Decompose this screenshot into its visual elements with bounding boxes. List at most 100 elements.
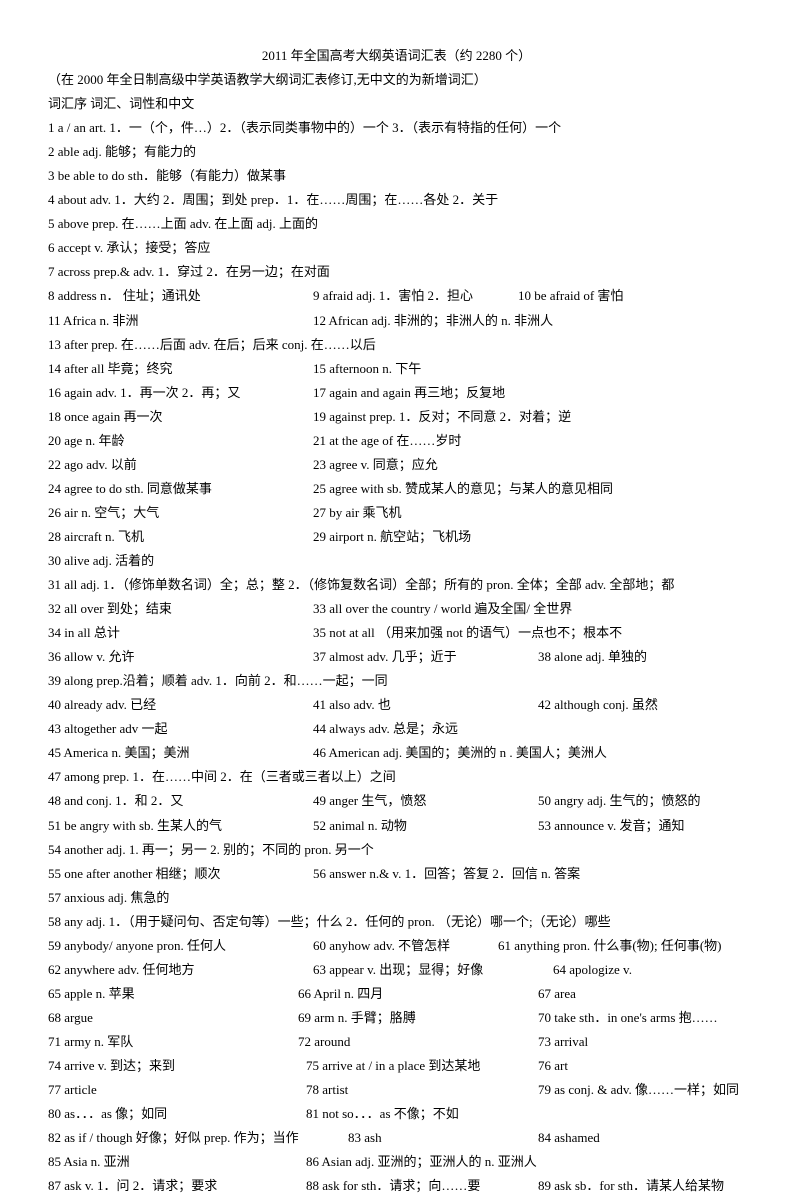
vocab-entry: 18 once again 再一次 [48,405,313,429]
vocab-entry: 41 also adv. 也 [313,693,538,717]
vocab-line: 4 about adv. 1．大约 2．周围；到处 prep．1．在……周围；在… [48,188,745,212]
vocab-line: 59 anybody/ anyone pron. 任何人60 anyhow ad… [48,934,745,958]
vocab-line: 65 apple n. 苹果66 April n. 四月67 area [48,982,745,1006]
vocab-entry: 2 able adj. 能够；有能力的 [48,140,196,164]
vocab-entry: 28 aircraft n. 飞机 [48,525,313,549]
vocab-line: 58 any adj. 1．（用于疑问句、否定句等）一些；什么 2．任何的 pr… [48,910,745,934]
vocab-line: 31 all adj. 1．（修饰单数名词）全；总；整 2．（修饰复数名词）全部… [48,573,745,597]
vocab-line: 39 along prep.沿着；顺着 adv. 1．向前 2．和……一起；一同 [48,669,745,693]
vocab-entry: 13 after prep. 在……后面 adv. 在后；后来 conj. 在…… [48,333,376,357]
vocabulary-list: 1 a / an art. 1．一（个，件…）2．（表示同类事物中的）一个 3．… [48,116,745,1198]
vocab-entry: 89 ask sb．for sth．请某人给某物 [538,1174,724,1198]
vocab-entry: 20 age n. 年龄 [48,429,313,453]
vocab-line: 18 once again 再一次19 against prep. 1．反对；不… [48,405,745,429]
vocab-entry: 86 Asian adj. 亚洲的；亚洲人的 n. 亚洲人 [306,1150,537,1174]
vocab-line: 24 agree to do sth. 同意做某事25 agree with s… [48,477,745,501]
vocab-line: 20 age n. 年龄21 at the age of 在……岁时 [48,429,745,453]
vocab-entry: 23 agree v. 同意；应允 [313,453,438,477]
vocab-entry: 76 art [538,1054,568,1078]
vocab-line: 6 accept v. 承认；接受；答应 [48,236,745,260]
vocab-line: 51 be angry with sb. 生某人的气52 animal n. 动… [48,814,745,838]
vocab-entry: 10 be afraid of 害怕 [518,284,623,308]
vocab-entry: 16 again adv. 1．再一次 2．再；又 [48,381,313,405]
vocab-entry: 69 arm n. 手臂；胳膊 [298,1006,538,1030]
vocab-line: 28 aircraft n. 飞机29 airport n. 航空站；飞机场 [48,525,745,549]
vocab-entry: 15 afternoon n. 下午 [313,357,421,381]
vocab-entry: 42 although conj. 虽然 [538,693,658,717]
vocab-entry: 72 around [298,1030,538,1054]
vocab-entry: 36 allow v. 允许 [48,645,313,669]
vocab-entry: 66 April n. 四月 [298,982,538,1006]
vocab-line: 14 after all 毕竟；终究15 afternoon n. 下午 [48,357,745,381]
vocab-entry: 56 answer n.& v. 1．回答；答复 2．回信 n. 答案 [313,862,580,886]
vocab-entry: 6 accept v. 承认；接受；答应 [48,236,210,260]
vocab-entry: 82 as if / though 好像；好似 prep. 作为；当作 [48,1126,348,1150]
vocab-entry: 39 along prep.沿着；顺着 adv. 1．向前 2．和……一起；一同 [48,669,388,693]
vocab-entry: 61 anything pron. 什么事(物); 任何事(物) [498,934,722,958]
vocab-entry: 51 be angry with sb. 生某人的气 [48,814,313,838]
vocab-entry: 53 announce v. 发音；通知 [538,814,684,838]
vocab-line: 40 already adv. 已经41 also adv. 也42 altho… [48,693,745,717]
vocab-entry: 27 by air 乘飞机 [313,501,401,525]
vocab-entry: 74 arrive v. 到达；来到 [48,1054,306,1078]
vocab-entry: 25 agree with sb. 赞成某人的意见；与某人的意见相同 [313,477,613,501]
vocab-entry: 46 American adj. 美国的；美洲的 n . 美国人；美洲人 [313,741,607,765]
vocab-line: 87 ask v. 1．问 2．请求；要求88 ask for sth．请求；向… [48,1174,745,1198]
vocab-entry: 4 about adv. 1．大约 2．周围；到处 prep．1．在……周围；在… [48,188,498,212]
vocab-entry: 17 again and again 再三地；反复地 [313,381,505,405]
vocab-entry: 48 and conj. 1．和 2．又 [48,789,313,813]
vocab-entry: 33 all over the country / world 遍及全国/ 全世… [313,597,572,621]
vocab-entry: 88 ask for sth．请求；向……要 [306,1174,538,1198]
vocab-entry: 26 air n. 空气；大气 [48,501,313,525]
vocab-entry: 83 ash [348,1126,538,1150]
vocab-line: 62 anywhere adv. 任何地方63 appear v. 出现；显得；… [48,958,745,982]
vocab-entry: 24 agree to do sth. 同意做某事 [48,477,313,501]
vocab-line: 7 across prep.& adv. 1．穿过 2．在另一边；在对面 [48,260,745,284]
vocab-line: 1 a / an art. 1．一（个，件…）2．（表示同类事物中的）一个 3．… [48,116,745,140]
vocab-entry: 11 Africa n. 非洲 [48,309,313,333]
vocab-entry: 38 alone adj. 单独的 [538,645,647,669]
vocab-entry: 40 already adv. 已经 [48,693,313,717]
vocab-entry: 79 as conj. & adv. 像……一样；如同 [538,1078,739,1102]
column-header: 词汇序 词汇、词性和中文 [48,92,745,116]
vocab-line: 5 above prep. 在……上面 adv. 在上面 adj. 上面的 [48,212,745,236]
vocab-entry: 7 across prep.& adv. 1．穿过 2．在另一边；在对面 [48,260,330,284]
vocab-entry: 68 argue [48,1006,298,1030]
vocab-entry: 35 not at all （用来加强 not 的语气）一点也不；根本不 [313,621,622,645]
vocab-entry: 3 be able to do sth．能够（有能力）做某事 [48,164,286,188]
vocab-line: 22 ago adv. 以前23 agree v. 同意；应允 [48,453,745,477]
vocab-entry: 80 as．．．as 像；如同 [48,1102,306,1126]
vocab-line: 34 in all 总计35 not at all （用来加强 not 的语气）… [48,621,745,645]
vocab-entry: 31 all adj. 1．（修饰单数名词）全；总；整 2．（修饰复数名词）全部… [48,573,674,597]
vocab-line: 55 one after another 相继；顺次56 answer n.& … [48,862,745,886]
vocab-line: 26 air n. 空气；大气27 by air 乘飞机 [48,501,745,525]
vocab-line: 13 after prep. 在……后面 adv. 在后；后来 conj. 在…… [48,333,745,357]
vocab-line: 43 altogether adv 一起44 always adv. 总是；永远 [48,717,745,741]
vocab-line: 47 among prep. 1．在……中间 2．在（三者或三者以上）之间 [48,765,745,789]
vocab-line: 77 article78 artist79 as conj. & adv. 像…… [48,1078,745,1102]
vocab-entry: 12 African adj. 非洲的；非洲人的 n. 非洲人 [313,309,553,333]
vocab-line: 3 be able to do sth．能够（有能力）做某事 [48,164,745,188]
vocab-line: 74 arrive v. 到达；来到75 arrive at / in a pl… [48,1054,745,1078]
vocab-line: 80 as．．．as 像；如同81 not so．．．as 不像；不如 [48,1102,745,1126]
vocab-entry: 64 apologize v. [553,958,632,982]
vocab-entry: 14 after all 毕竟；终究 [48,357,313,381]
vocab-entry: 60 anyhow adv. 不管怎样 [313,934,498,958]
vocab-entry: 22 ago adv. 以前 [48,453,313,477]
vocab-entry: 77 article [48,1078,306,1102]
vocab-line: 16 again adv. 1．再一次 2．再；又17 again and ag… [48,381,745,405]
vocab-line: 45 America n. 美国；美洲46 American adj. 美国的；… [48,741,745,765]
vocab-entry: 71 army n. 军队 [48,1030,298,1054]
vocab-entry: 75 arrive at / in a place 到达某地 [306,1054,538,1078]
vocab-entry: 49 anger 生气，愤怒 [313,789,538,813]
vocab-entry: 1 a / an art. 1．一（个，件…）2．（表示同类事物中的）一个 3．… [48,116,561,140]
vocab-line: 30 alive adj. 活着的 [48,549,745,573]
vocab-entry: 54 another adj. 1. 再一；另一 2. 别的；不同的 pron.… [48,838,374,862]
vocab-entry: 78 artist [306,1078,538,1102]
vocab-entry: 44 always adv. 总是；永远 [313,717,458,741]
vocab-entry: 70 take sth．in one's arms 抱…… [538,1006,718,1030]
vocab-line: 2 able adj. 能够；有能力的 [48,140,745,164]
vocab-entry: 63 appear v. 出现；显得；好像 [313,958,553,982]
vocab-line: 57 anxious adj. 焦急的 [48,886,745,910]
vocab-entry: 30 alive adj. 活着的 [48,549,154,573]
